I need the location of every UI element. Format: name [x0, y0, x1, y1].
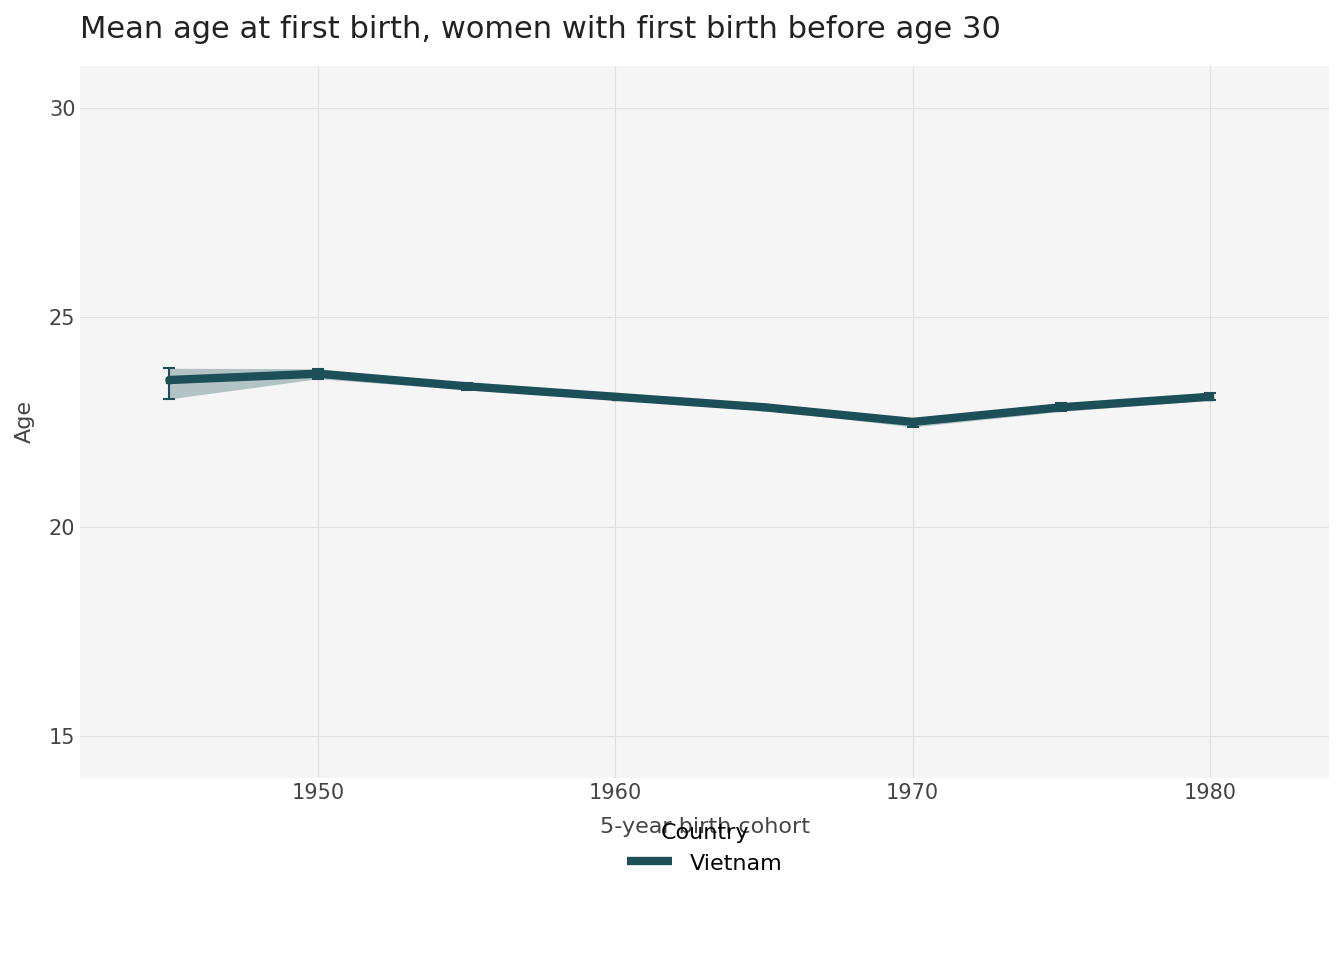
Y-axis label: Age: Age — [15, 400, 35, 444]
Text: Mean age at first birth, women with first birth before age 30: Mean age at first birth, women with firs… — [81, 15, 1001, 44]
Legend: Vietnam: Vietnam — [628, 824, 782, 874]
X-axis label: 5-year birth cohort: 5-year birth cohort — [599, 817, 809, 837]
